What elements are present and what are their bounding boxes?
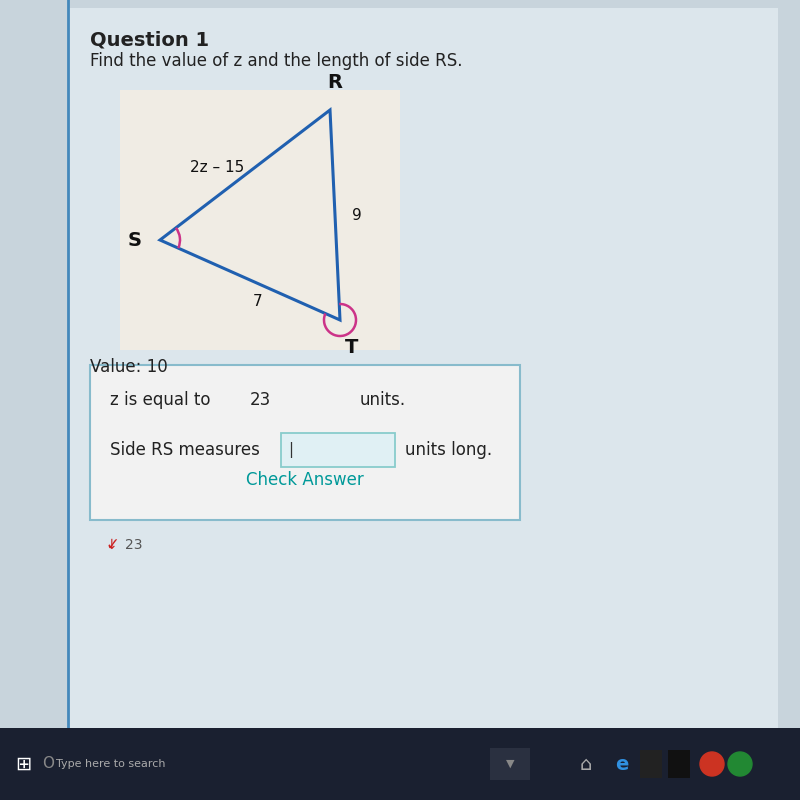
- Text: ✓: ✓: [105, 536, 119, 554]
- Text: Check Answer: Check Answer: [246, 471, 364, 489]
- Text: Side RS measures: Side RS measures: [110, 441, 260, 459]
- Text: Value: 10: Value: 10: [90, 358, 168, 376]
- FancyBboxPatch shape: [490, 748, 530, 780]
- FancyBboxPatch shape: [90, 365, 520, 520]
- Text: 23: 23: [125, 538, 142, 552]
- Text: Question 1: Question 1: [90, 30, 209, 49]
- Text: Type here to search: Type here to search: [56, 759, 166, 769]
- FancyBboxPatch shape: [68, 8, 778, 728]
- Text: T: T: [346, 338, 358, 357]
- Circle shape: [700, 752, 724, 776]
- Text: S: S: [128, 230, 142, 250]
- FancyBboxPatch shape: [120, 90, 400, 350]
- FancyBboxPatch shape: [640, 750, 662, 778]
- Text: units long.: units long.: [405, 441, 492, 459]
- Text: e: e: [615, 754, 628, 774]
- Text: z is equal to: z is equal to: [110, 391, 210, 409]
- FancyBboxPatch shape: [668, 750, 690, 778]
- Text: Find the value of z and the length of side RS.: Find the value of z and the length of si…: [90, 52, 462, 70]
- Text: O: O: [42, 757, 54, 771]
- Text: 2z – 15: 2z – 15: [190, 159, 244, 174]
- Text: ↓: ↓: [105, 538, 117, 552]
- FancyBboxPatch shape: [0, 728, 800, 800]
- Text: ⊞: ⊞: [15, 754, 31, 774]
- Text: 23: 23: [250, 391, 271, 409]
- Text: ⌂: ⌂: [580, 754, 592, 774]
- Text: |: |: [288, 442, 293, 458]
- Circle shape: [728, 752, 752, 776]
- Text: R: R: [327, 73, 342, 92]
- Text: 7: 7: [253, 294, 263, 310]
- Text: 9: 9: [352, 207, 362, 222]
- FancyBboxPatch shape: [281, 433, 395, 467]
- Text: ▼: ▼: [506, 759, 514, 769]
- Text: units.: units.: [360, 391, 406, 409]
